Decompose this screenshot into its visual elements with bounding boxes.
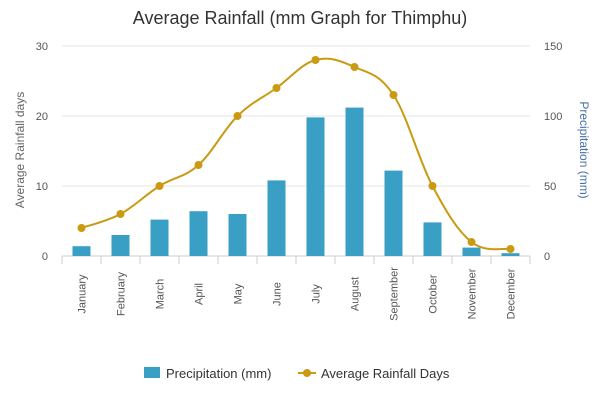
left-tick-label: 0 bbox=[42, 251, 48, 263]
month-label-october: October bbox=[428, 274, 440, 313]
rainfall-days-point bbox=[389, 91, 398, 99]
rainfall-days-line bbox=[77, 56, 515, 253]
precipitation-bar bbox=[267, 180, 286, 256]
rainfall-days-point bbox=[194, 161, 203, 169]
right-axis-title: Precipitation (mm) bbox=[577, 101, 591, 198]
right-axis-ticks: 0 50 100 150 bbox=[544, 41, 562, 263]
rainfall-days-point bbox=[467, 238, 476, 246]
rainfall-days-point bbox=[506, 245, 515, 253]
legend-item-rainfall-days[interactable]: Average Rainfall Days bbox=[298, 366, 450, 381]
precipitation-bar bbox=[423, 222, 442, 256]
rainfall-days-point bbox=[428, 182, 437, 190]
precipitation-bar bbox=[72, 246, 91, 256]
rainfall-days-point bbox=[350, 63, 359, 71]
precipitation-bar bbox=[345, 107, 364, 256]
rainfall-days-path bbox=[81, 57, 511, 251]
chart-title: Average Rainfall (mm Graph for Thimphu) bbox=[133, 8, 467, 28]
left-tick-label: 30 bbox=[36, 41, 48, 53]
month-label-june: June bbox=[272, 282, 284, 306]
month-label-august: August bbox=[350, 277, 362, 311]
precipitation-bar bbox=[462, 247, 481, 256]
precipitation-bar bbox=[150, 219, 169, 256]
right-tick-label: 150 bbox=[544, 41, 562, 53]
right-tick-label: 100 bbox=[544, 111, 562, 123]
left-axis-ticks: 0 10 20 30 bbox=[36, 41, 48, 263]
left-tick-label: 20 bbox=[36, 111, 48, 123]
right-tick-label: 50 bbox=[544, 181, 556, 193]
legend-item-precipitation[interactable]: Precipitation (mm) bbox=[144, 366, 271, 381]
month-label-may: May bbox=[233, 283, 245, 304]
precipitation-bar bbox=[501, 253, 520, 256]
precipitation-bars bbox=[72, 107, 520, 257]
precipitation-bar bbox=[111, 235, 130, 256]
month-label-april: April bbox=[194, 283, 206, 305]
legend-label-precipitation: Precipitation (mm) bbox=[166, 366, 271, 381]
x-axis-ticks: January February March April May June July Augu… bbox=[77, 267, 518, 321]
precipitation-bar bbox=[384, 170, 403, 256]
rainfall-days-point bbox=[233, 112, 242, 120]
precipitation-bar bbox=[228, 214, 247, 256]
rainfall-days-point bbox=[155, 182, 164, 190]
month-label-december: December bbox=[506, 268, 518, 319]
grid-lines bbox=[61, 45, 531, 264]
legend-label-rainfall-days: Average Rainfall Days bbox=[321, 366, 450, 381]
rainfall-days-point bbox=[311, 56, 320, 64]
month-label-september: September bbox=[389, 267, 401, 321]
right-tick-label: 0 bbox=[544, 251, 550, 263]
month-label-july: July bbox=[311, 284, 323, 304]
legend: Precipitation (mm) Average Rainfall Days bbox=[144, 366, 450, 381]
left-axis-title: Average Rainfall days bbox=[13, 92, 27, 209]
rainfall-days-point bbox=[116, 210, 125, 218]
month-label-january: January bbox=[77, 274, 89, 314]
rainfall-days-point bbox=[272, 84, 281, 92]
precipitation-bar bbox=[306, 117, 325, 257]
month-label-february: February bbox=[116, 271, 128, 316]
month-label-november: November bbox=[467, 268, 479, 319]
month-label-march: March bbox=[155, 279, 167, 310]
legend-swatch-marker bbox=[303, 369, 311, 377]
left-tick-label: 10 bbox=[36, 181, 48, 193]
legend-swatch-bar bbox=[144, 367, 160, 378]
precipitation-bar bbox=[189, 211, 208, 256]
rainfall-days-point bbox=[77, 224, 86, 232]
